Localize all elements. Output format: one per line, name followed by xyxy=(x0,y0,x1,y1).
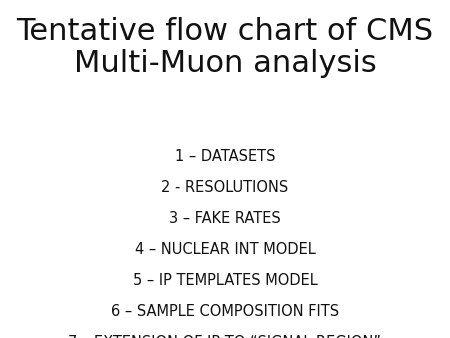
Text: Tentative flow chart of CMS
Multi-Muon analysis: Tentative flow chart of CMS Multi-Muon a… xyxy=(17,17,433,78)
Text: 2 - RESOLUTIONS: 2 - RESOLUTIONS xyxy=(162,180,288,195)
Text: 7 – EXTENSION OF IP TO “SIGNAL REGION”: 7 – EXTENSION OF IP TO “SIGNAL REGION” xyxy=(68,335,382,338)
Text: 5 – IP TEMPLATES MODEL: 5 – IP TEMPLATES MODEL xyxy=(133,273,317,288)
Text: 4 – NUCLEAR INT MODEL: 4 – NUCLEAR INT MODEL xyxy=(135,242,315,257)
Text: 3 – FAKE RATES: 3 – FAKE RATES xyxy=(169,211,281,226)
Text: 6 – SAMPLE COMPOSITION FITS: 6 – SAMPLE COMPOSITION FITS xyxy=(111,304,339,319)
Text: 1 – DATASETS: 1 – DATASETS xyxy=(175,149,275,164)
